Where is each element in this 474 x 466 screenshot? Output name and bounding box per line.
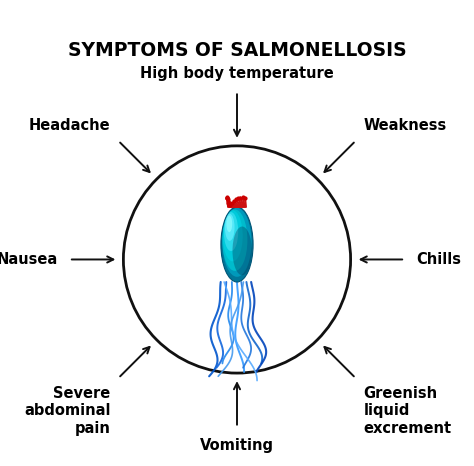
Ellipse shape bbox=[223, 210, 243, 261]
Ellipse shape bbox=[227, 216, 232, 232]
Ellipse shape bbox=[221, 207, 253, 282]
Text: Severe
abdominal
pain: Severe abdominal pain bbox=[24, 386, 110, 436]
Text: SYMPTOMS OF SALMONELLOSIS: SYMPTOMS OF SALMONELLOSIS bbox=[68, 41, 406, 60]
Ellipse shape bbox=[225, 214, 235, 241]
Ellipse shape bbox=[224, 212, 238, 251]
Ellipse shape bbox=[222, 208, 252, 277]
Text: Headache: Headache bbox=[29, 118, 110, 133]
Text: Nausea: Nausea bbox=[0, 252, 58, 267]
Text: High body temperature: High body temperature bbox=[140, 66, 334, 81]
Text: Vomiting: Vomiting bbox=[200, 438, 274, 453]
Text: Greenish
liquid
excrement: Greenish liquid excrement bbox=[364, 386, 452, 436]
Text: Weakness: Weakness bbox=[364, 118, 447, 133]
Ellipse shape bbox=[233, 226, 252, 275]
Ellipse shape bbox=[222, 209, 247, 271]
Text: Chills: Chills bbox=[416, 252, 461, 267]
